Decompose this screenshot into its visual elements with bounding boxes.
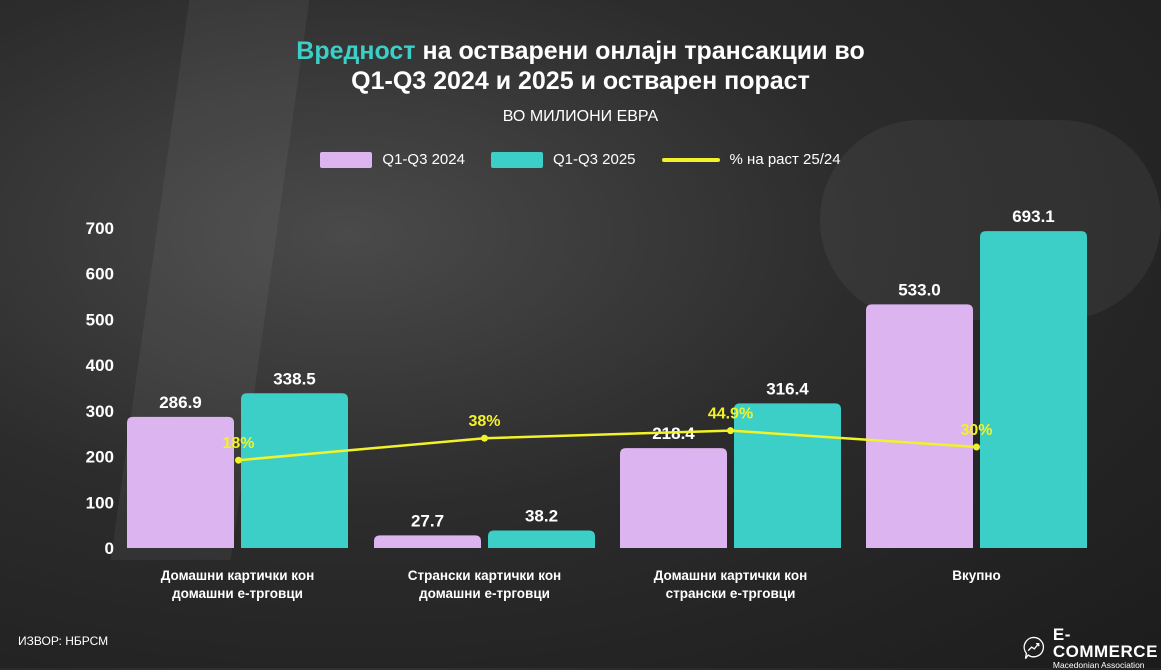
legend-swatch-2025 [490, 151, 543, 168]
y-tick-label: 600 [86, 265, 114, 284]
x-category-label: домашни е-трговци [172, 586, 303, 601]
chart-title: Вредност на остварени онлајн трансакции … [0, 36, 1161, 96]
chart-subtitle: ВО МИЛИОНИ ЕВРА [502, 108, 659, 125]
growth-label: 44.9% [708, 406, 753, 423]
legend-item-2025: Q1-Q3 2025 [490, 151, 636, 168]
legend-swatch-growth [661, 157, 720, 162]
y-tick-label: 200 [86, 448, 114, 467]
bar-Q1-Q3-2024 [127, 416, 234, 548]
title-line1: на остварени онлајн трансакции во [415, 37, 865, 65]
legend-label-2025: Q1-Q3 2025 [552, 151, 636, 168]
legend-swatch-2024 [320, 151, 373, 168]
logo-tagline: Macedonian Association [1052, 660, 1145, 670]
y-tick-label: 500 [86, 310, 114, 329]
bar-value-label: 316.4 [766, 379, 809, 398]
legend: Q1-Q3 2024 Q1-Q3 2025 % на раст 25/24 [0, 151, 1161, 168]
y-tick-label: 100 [86, 493, 114, 512]
x-category-label: Домашни картички кон [654, 568, 808, 583]
source-note: ИЗВОР: НБРСМ [18, 634, 109, 648]
growth-label: 18% [222, 435, 254, 452]
bar-Q1-Q3-2025 [980, 231, 1087, 548]
legend-label-growth: % на раст 25/24 [729, 151, 841, 168]
x-category-label: Вкупно [952, 568, 1001, 583]
legend-label-2024: Q1-Q3 2024 [382, 151, 465, 168]
bar-Q1-Q3-2024 [866, 304, 973, 548]
title-line2: Q1-Q3 2024 и 2025 и остварен пораст [351, 67, 810, 95]
growth-point [727, 427, 734, 435]
x-category-label: домашни е-трговци [419, 586, 550, 601]
growth-chat-icon [1023, 636, 1045, 659]
bar-value-label: 27.7 [411, 511, 444, 530]
bar-value-label: 286.9 [159, 393, 202, 412]
bar-value-label: 338.5 [273, 369, 316, 388]
y-tick-label: 300 [86, 402, 114, 421]
bar-Q1-Q3-2024 [620, 448, 727, 548]
logo: E-COMMERCE Macedonian Association [1022, 626, 1161, 670]
growth-point [235, 456, 242, 464]
y-tick-label: 400 [86, 356, 114, 375]
y-tick-label: 0 [105, 539, 114, 558]
growth-label: 30% [960, 422, 992, 439]
bar-Q1-Q3-2025 [734, 403, 841, 548]
x-category-label: Домашни картички кон [161, 568, 315, 583]
x-category-label: Странски картички кон [408, 568, 561, 583]
legend-item-2024: Q1-Q3 2024 [320, 151, 465, 168]
growth-point [481, 434, 488, 442]
bar-value-label: 693.1 [1012, 207, 1055, 226]
y-tick-label: 700 [86, 219, 114, 238]
bar-value-label: 38.2 [525, 507, 558, 526]
bar-value-label: 218.4 [652, 424, 695, 443]
bar-value-label: 533.0 [898, 280, 941, 299]
logo-name: E-COMMERCE [1052, 625, 1158, 661]
growth-line [238, 429, 977, 462]
title-accent: Вредност [296, 37, 416, 65]
bar-Q1-Q3-2025 [241, 393, 348, 548]
bar-Q1-Q3-2025 [488, 530, 595, 548]
x-category-label: странски е-трговци [666, 586, 796, 601]
growth-point [973, 443, 980, 451]
bar-Q1-Q3-2024 [374, 535, 481, 548]
growth-label: 38% [468, 413, 500, 430]
legend-item-growth: % на раст 25/24 [661, 151, 841, 168]
